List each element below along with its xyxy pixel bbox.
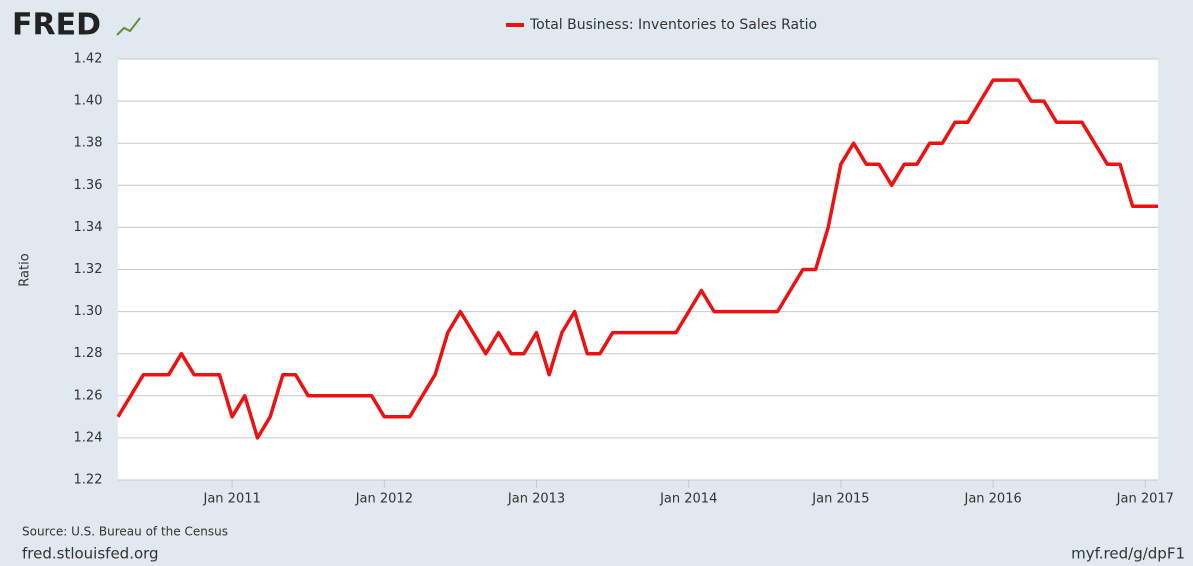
site[interactable]: fred.stlouisfed.org [22, 545, 159, 563]
x-tick-label: Jan 2015 [811, 492, 869, 507]
y-tick-label: 1.24 [74, 430, 103, 445]
short-url[interactable]: myf.red/g/dpF1 [1071, 545, 1185, 563]
y-tick-label: 1.32 [74, 262, 103, 277]
y-tick-label: 1.38 [74, 136, 103, 151]
source: Source: U.S. Bureau of the Census [22, 525, 228, 539]
legend-label: Total Business: Inventories to Sales Rat… [529, 17, 817, 33]
y-tick-label: 1.30 [74, 304, 103, 319]
x-tick-label: Jan 2014 [659, 492, 717, 507]
x-tick-label: Jan 2012 [355, 492, 413, 507]
y-tick-label: 1.42 [74, 52, 103, 67]
x-tick-label: Jan 2016 [963, 492, 1021, 507]
y-tick-label: 1.26 [74, 388, 103, 403]
logo-icon [116, 17, 141, 36]
y-tick-label: 1.22 [74, 473, 103, 488]
logo[interactable]: FRED [12, 8, 101, 43]
y-tick-label: 1.28 [74, 346, 103, 361]
data-line [116, 78, 1158, 440]
y-tick-label: 1.40 [74, 94, 103, 109]
x-tick-label: Jan 2017 [1116, 492, 1174, 507]
x-tick-label: Jan 2013 [507, 492, 565, 507]
y-axis-label: Ratio [18, 253, 33, 286]
y-tick-label: 1.36 [74, 178, 103, 193]
y-tick-label: 1.34 [74, 220, 103, 235]
x-tick-label: Jan 2011 [203, 492, 261, 507]
